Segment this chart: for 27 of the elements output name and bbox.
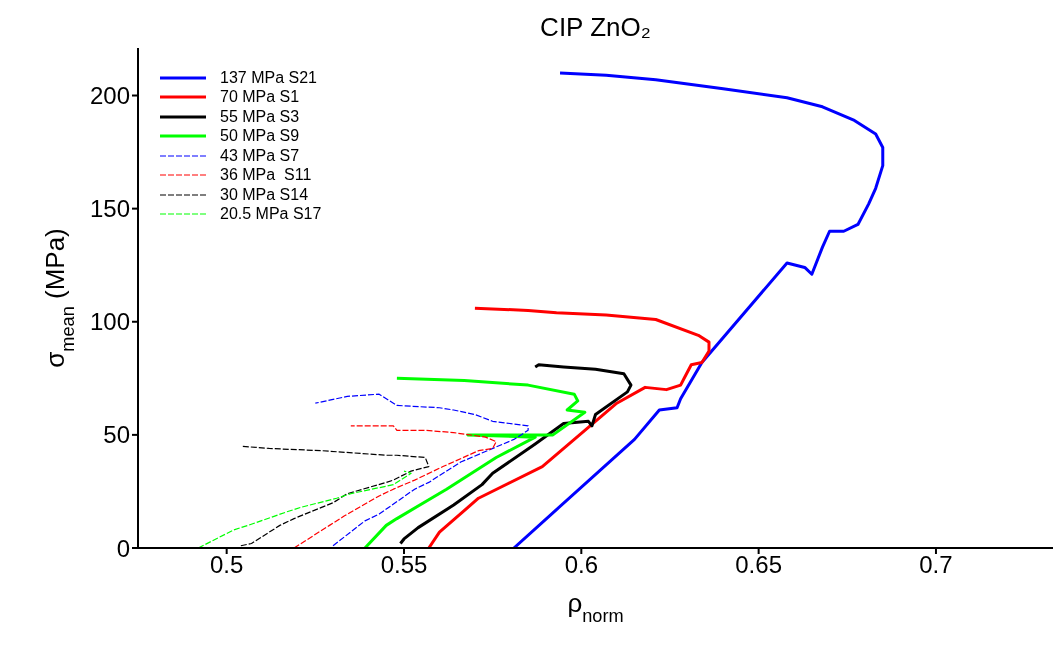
line-series <box>197 470 412 548</box>
legend-label: 137 MPa S21 <box>220 68 317 87</box>
legend-label: 55 MPa S3 <box>220 107 300 126</box>
y-tick-label: 0 <box>116 534 130 562</box>
line-series <box>314 393 529 547</box>
legend-label: 20.5 MPa S17 <box>220 205 322 224</box>
line-series <box>398 363 633 545</box>
x-axis-title: ρ$_{norm}$ <box>567 588 624 626</box>
line-series <box>363 376 587 548</box>
x-tick-label: 0.7 <box>919 551 953 579</box>
x-tick-label: 0.5 <box>209 551 244 579</box>
line-series <box>512 71 885 548</box>
x-tick-label: 0.6 <box>564 551 598 579</box>
chart-title: CIP ZnO₂ <box>539 12 652 43</box>
legend-label: 50 MPa S9 <box>220 127 300 146</box>
legend-label: 36 MPa S11 <box>220 166 312 185</box>
legend-label: 70 MPa S1 <box>220 88 300 107</box>
x-tick-label: 0.65 <box>735 551 782 579</box>
x-tick-label: 0.55 <box>380 551 428 579</box>
line-series <box>427 306 711 548</box>
y-tick-label: 100 <box>89 308 130 336</box>
legend-label: 43 MPa S7 <box>220 146 300 165</box>
y-tick-label: 150 <box>89 195 130 223</box>
y-tick-label: 200 <box>89 82 130 110</box>
y-tick-label: 50 <box>103 421 130 449</box>
legend-label: 30 MPa S14 <box>220 185 309 204</box>
line-series <box>293 425 497 548</box>
